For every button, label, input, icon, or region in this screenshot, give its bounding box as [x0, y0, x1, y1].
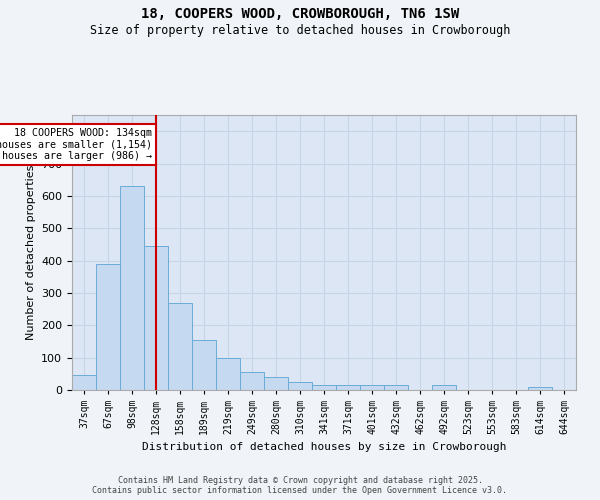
Bar [264, 377, 288, 390]
Bar [240, 372, 264, 390]
Y-axis label: Number of detached properties: Number of detached properties [26, 165, 35, 340]
Text: Size of property relative to detached houses in Crowborough: Size of property relative to detached ho… [90, 24, 510, 37]
Text: Contains HM Land Registry data © Crown copyright and database right 2025.
Contai: Contains HM Land Registry data © Crown c… [92, 476, 508, 495]
Bar [360, 385, 384, 390]
Bar [120, 186, 144, 390]
Text: 18 COOPERS WOOD: 134sqm
← 54% of detached houses are smaller (1,154)
46% of semi: 18 COOPERS WOOD: 134sqm ← 54% of detache… [0, 128, 152, 161]
Bar [192, 340, 216, 390]
Bar [288, 382, 312, 390]
Bar [96, 264, 120, 390]
Bar [216, 358, 240, 390]
Bar [528, 387, 552, 390]
Text: 18, COOPERS WOOD, CROWBOROUGH, TN6 1SW: 18, COOPERS WOOD, CROWBOROUGH, TN6 1SW [141, 8, 459, 22]
Text: Distribution of detached houses by size in Crowborough: Distribution of detached houses by size … [142, 442, 506, 452]
Bar [384, 385, 408, 390]
Bar [168, 302, 192, 390]
Bar [312, 385, 336, 390]
Bar [144, 246, 168, 390]
Bar [432, 385, 456, 390]
Bar [336, 385, 360, 390]
Bar [72, 376, 96, 390]
